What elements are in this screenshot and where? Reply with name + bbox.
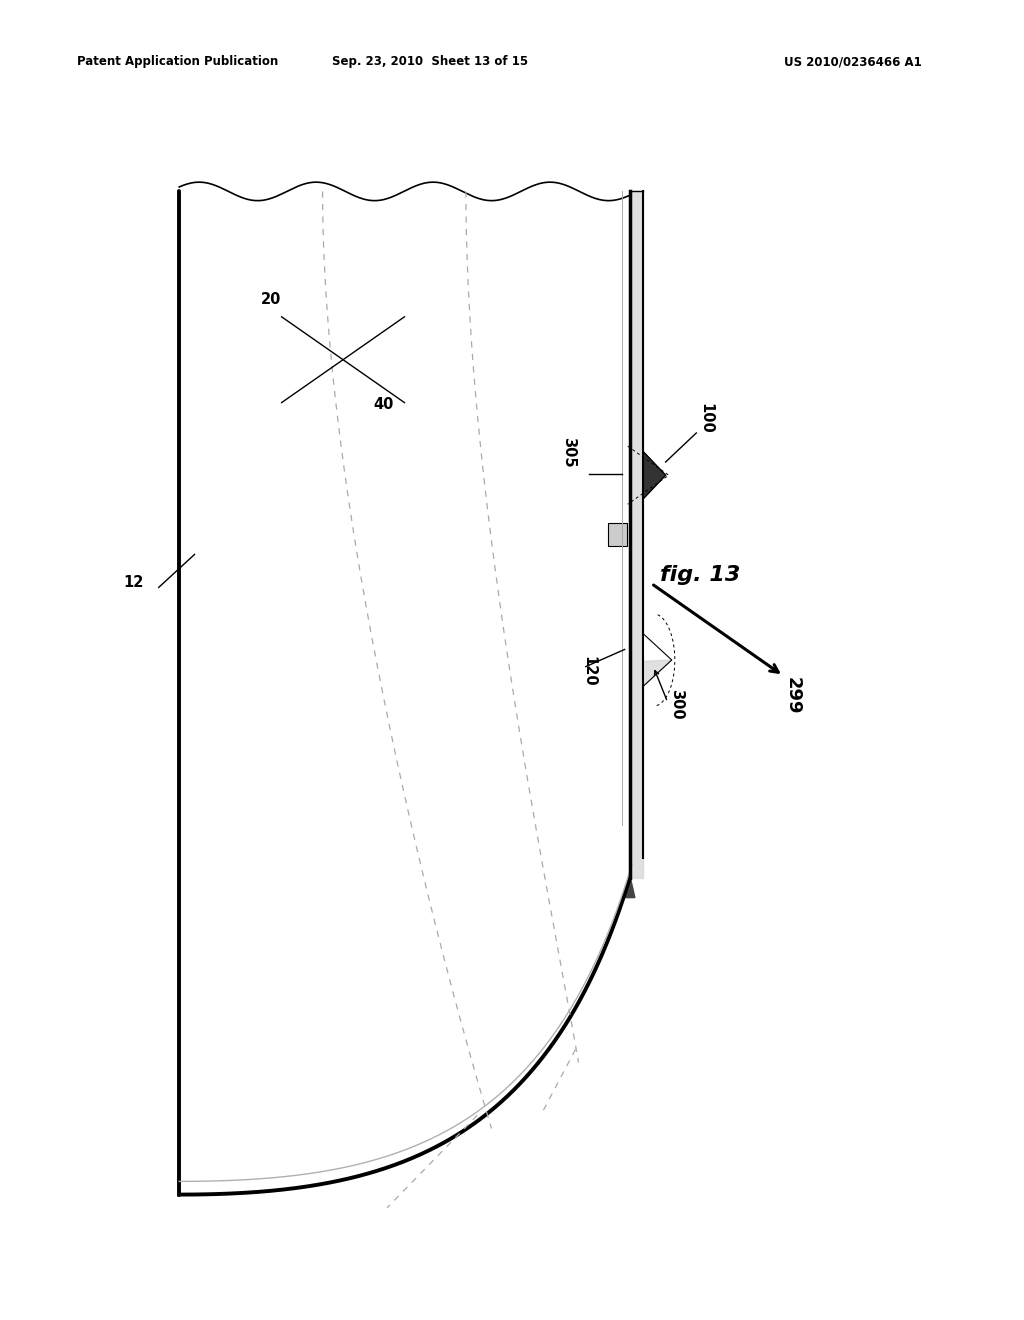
Bar — [608, 523, 627, 546]
Polygon shape — [643, 451, 666, 499]
Polygon shape — [625, 875, 635, 898]
Text: Patent Application Publication: Patent Application Publication — [77, 55, 279, 69]
Text: 40: 40 — [374, 397, 394, 412]
Text: 120: 120 — [582, 656, 597, 686]
Text: 305: 305 — [561, 437, 577, 467]
Text: 12: 12 — [123, 576, 143, 590]
Text: Sep. 23, 2010  Sheet 13 of 15: Sep. 23, 2010 Sheet 13 of 15 — [332, 55, 528, 69]
Polygon shape — [643, 660, 672, 686]
Text: 100: 100 — [698, 403, 714, 433]
Text: US 2010/0236466 A1: US 2010/0236466 A1 — [783, 55, 922, 69]
Text: fig. 13: fig. 13 — [660, 565, 740, 585]
Text: 20: 20 — [261, 292, 282, 306]
Text: 300: 300 — [669, 689, 684, 719]
Text: 299: 299 — [783, 677, 802, 714]
Polygon shape — [643, 634, 672, 686]
